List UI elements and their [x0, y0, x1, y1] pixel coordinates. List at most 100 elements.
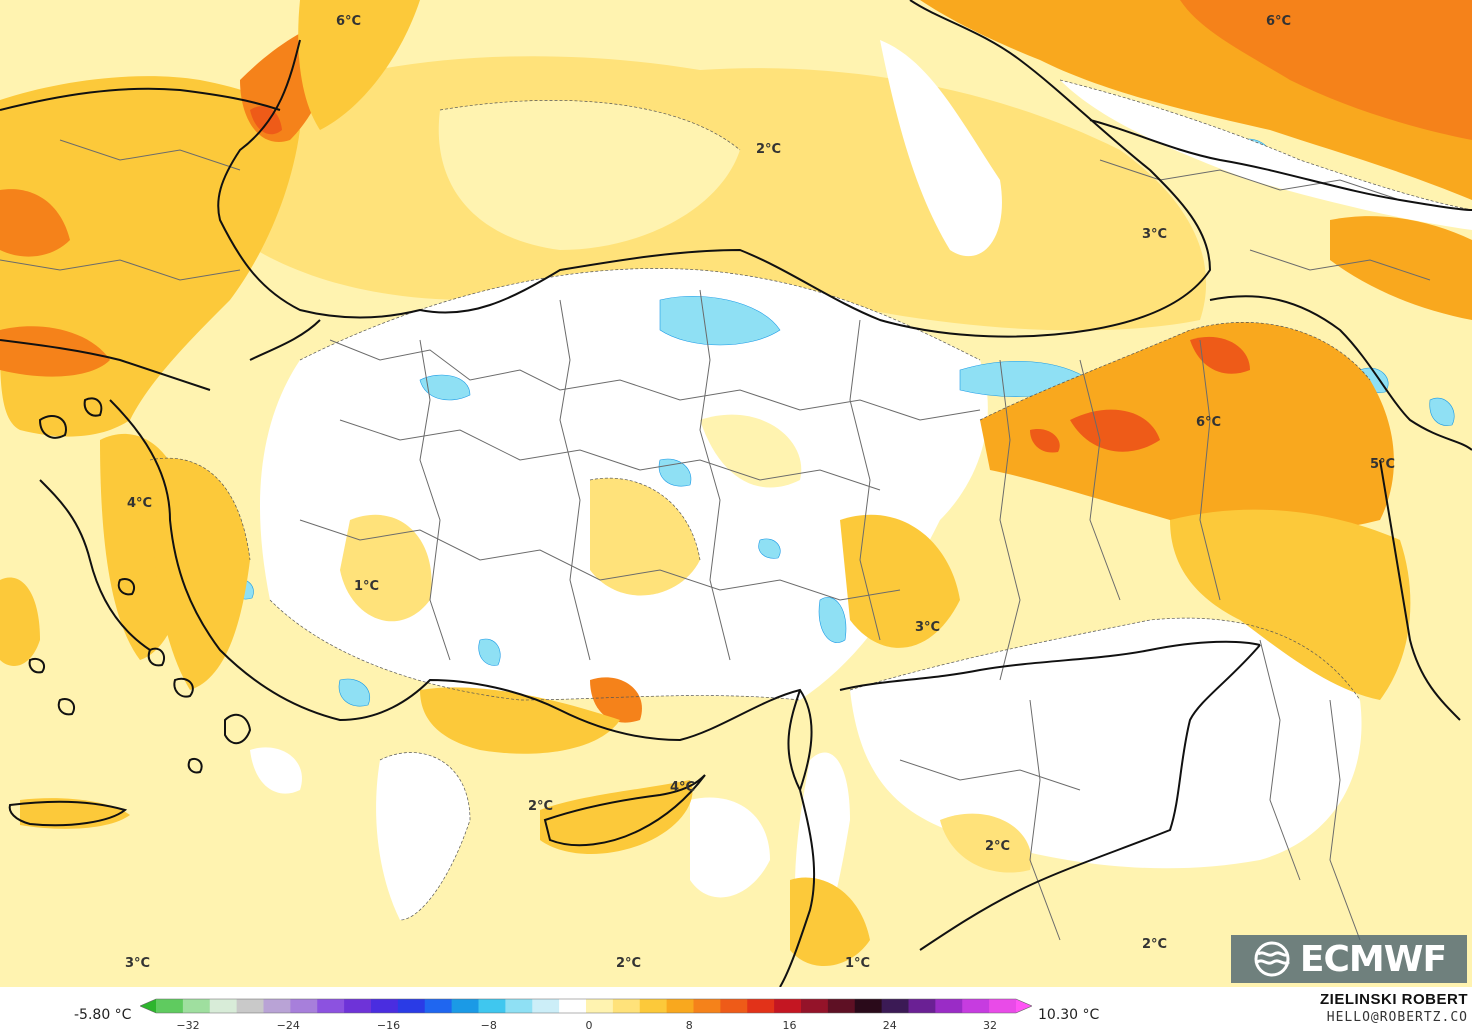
mediterranean-white-area [250, 747, 302, 794]
east-gold-area [1170, 509, 1411, 700]
scale-segment [424, 999, 453, 1013]
scale-segment [801, 999, 829, 1013]
map-label: 1°C [845, 956, 870, 971]
balkans-dark-orange [0, 189, 70, 257]
scale-outline [140, 998, 1032, 1014]
east-turkey-red-patch [1030, 429, 1060, 453]
scale-segment [908, 999, 936, 1013]
scale-segment [397, 999, 426, 1013]
scale-segment [666, 999, 695, 1013]
author-email: HELLO@ROBERTZ.CO [1326, 1010, 1468, 1025]
mediterranean-white-area [376, 752, 470, 920]
scale-segment [290, 999, 318, 1013]
legend-tick-label: −24 [276, 1019, 300, 1032]
aegean-island [28, 658, 46, 674]
scale-segment [881, 999, 910, 1013]
anatolia-yellow-patch [590, 478, 700, 596]
scale-segment [317, 999, 345, 1013]
islands [8, 397, 706, 847]
scale-segment [747, 999, 775, 1013]
south-levant-orange [790, 877, 870, 967]
temperature-labels: 6°C 6°C 2°C 3°C 6°C 5°C 4°C 1°C 3°C 2°C … [125, 14, 1395, 971]
scale-right-arrow [1016, 999, 1032, 1013]
syria-white-area [850, 618, 1362, 869]
scale-segment [182, 999, 211, 1013]
map-label: 3°C [915, 620, 940, 635]
anatolia-yellow-patch [700, 414, 802, 488]
crete-coast [8, 800, 128, 827]
scale-segment [263, 999, 291, 1013]
ecmwf-waves-icon [1254, 941, 1290, 977]
scale-segment [371, 999, 399, 1013]
map-label: 4°C [670, 780, 695, 795]
map-label: 6°C [1196, 415, 1221, 430]
legend-max-label: 10.30 °C [1038, 1007, 1100, 1023]
scale-segment [989, 999, 1017, 1013]
legend-tick-label: 8 [685, 1019, 693, 1032]
cyprus-coast [543, 774, 706, 847]
east-turkey-red-patch [1190, 336, 1250, 374]
legend-tick-label: −8 [480, 1019, 497, 1032]
legend-tick-label: 32 [983, 1019, 997, 1032]
scale-left-arrow [140, 999, 156, 1013]
color-scale [140, 998, 1032, 1014]
legend-tick-label: 16 [782, 1019, 797, 1032]
temperature-anomaly-map: 6°C 6°C 2°C 3°C 6°C 5°C 4°C 1°C 3°C 2°C … [0, 0, 1472, 987]
chios-coast [83, 397, 103, 417]
scale-segment [639, 999, 668, 1013]
aegean-island [57, 698, 76, 716]
south-coast-yellow [420, 687, 620, 754]
scale-segment [693, 999, 721, 1013]
scale-segment [505, 999, 533, 1013]
caspian-orange [1330, 216, 1472, 320]
map-label: 6°C [336, 14, 361, 29]
map-label: 2°C [1142, 937, 1167, 952]
scale-segment [586, 999, 614, 1013]
scale-segment [827, 999, 856, 1013]
map-label: 3°C [1142, 227, 1167, 242]
map-label: 5°C [1370, 457, 1395, 472]
legend-tick-label: 24 [882, 1019, 897, 1032]
scale-segment [774, 999, 802, 1013]
caucasus-white-band [1060, 80, 1472, 230]
aegean-island [187, 758, 203, 774]
anatolia-yellow-patch [840, 514, 960, 648]
syria-yellow-patch [940, 813, 1032, 873]
map-label: 2°C [985, 839, 1010, 854]
scale-segment [236, 999, 265, 1013]
rhodes-coast [224, 713, 252, 745]
scale-segment [532, 999, 560, 1013]
author-name: ZIELINSKI ROBERT [1319, 991, 1468, 1008]
scale-segment [209, 999, 238, 1013]
country-borders [0, 0, 1472, 987]
black-sea-white-area [880, 40, 1002, 257]
scale-segment [344, 999, 372, 1013]
scale-segment [612, 999, 641, 1013]
ecmwf-logo: ECMWF [1231, 935, 1467, 983]
map-label: 6°C [1266, 14, 1291, 29]
map-label: 4°C [127, 496, 152, 511]
cyprus-orange [540, 780, 693, 855]
legend-tick-labels: −32 −24 −16 −8 0 8 16 24 32 [0, 1019, 1472, 1035]
scale-segment [935, 999, 963, 1013]
scale-segment [854, 999, 883, 1013]
contour-lines [149, 79, 1472, 921]
legend-tick-label: −16 [376, 1019, 401, 1032]
legend-bar: -5.80 °C 10.30 °C −32 −24 −16 −8 0 8 16 24 32 ZI… [0, 987, 1472, 1035]
aegean-island [173, 677, 194, 698]
legend-tick-label: 0 [585, 1019, 593, 1032]
map-label: 2°C [528, 799, 553, 814]
legend-tick-label: −32 [176, 1019, 200, 1032]
lesbos-coast [38, 415, 67, 439]
scale-segment [962, 999, 990, 1013]
aegean-island [147, 647, 166, 667]
legend-min-label: -5.80 °C [74, 1007, 132, 1023]
anatolia-orange-patch [590, 677, 642, 723]
black-sea-pale-area [438, 100, 740, 250]
scale-segment [478, 999, 506, 1013]
aegean-island [117, 578, 136, 596]
scale-segment [451, 999, 480, 1013]
scale-segment [720, 999, 748, 1013]
scale-segment [559, 999, 587, 1013]
ecmwf-logo-text: ECMWF [1299, 938, 1447, 980]
